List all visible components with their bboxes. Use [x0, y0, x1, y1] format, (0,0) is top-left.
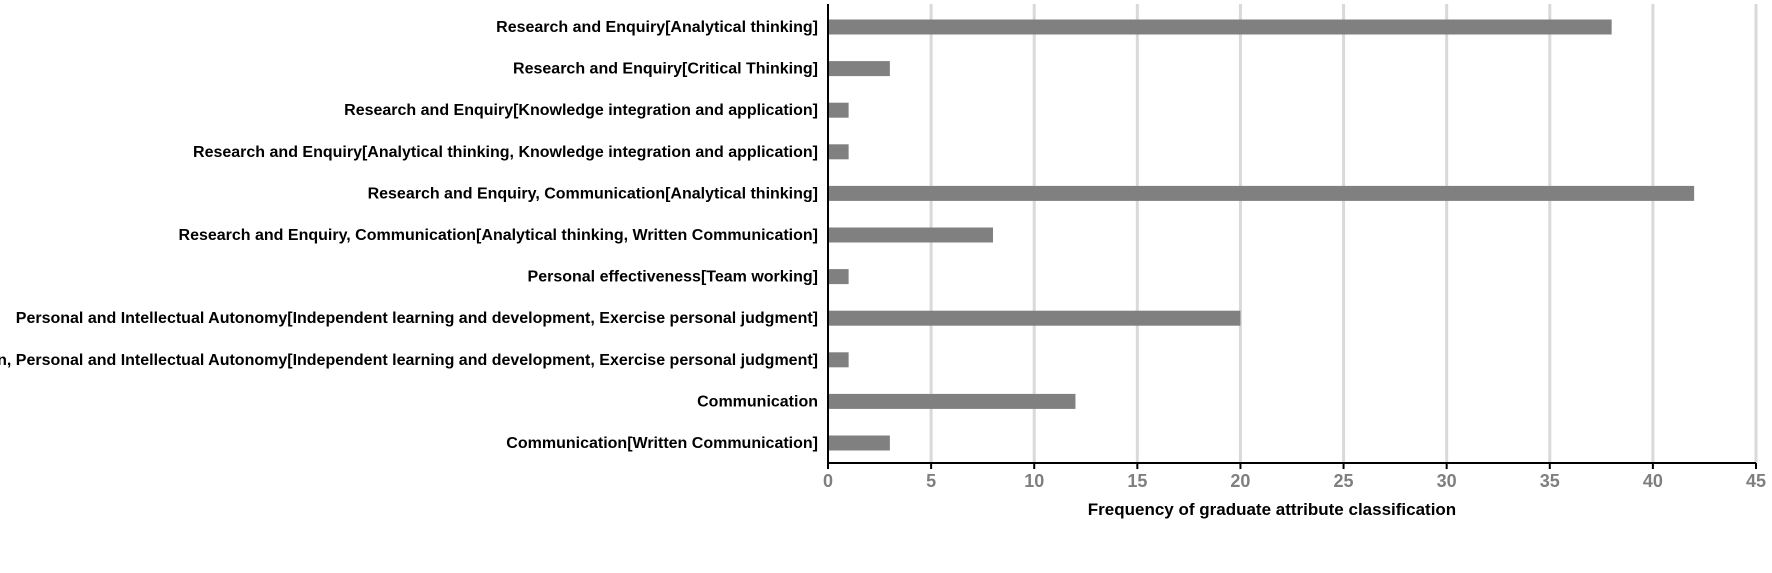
- category-label: Personal effectiveness[Team working]: [528, 269, 818, 286]
- category-label: Research and Enquiry, Communication[Anal…: [368, 185, 818, 202]
- bar: [828, 61, 890, 77]
- bar: [828, 102, 849, 118]
- x-tick-label: 35: [1540, 471, 1560, 491]
- category-label: Research and Enquiry[Critical Thinking]: [513, 61, 818, 78]
- bar: [828, 269, 849, 285]
- bar: [828, 435, 890, 451]
- bar: [828, 393, 1076, 409]
- bar: [828, 19, 1612, 35]
- x-tick-label: 5: [926, 471, 936, 491]
- x-tick-label: 30: [1437, 471, 1457, 491]
- x-axis-title: Frequency of graduate attribute classifi…: [1088, 500, 1456, 519]
- bar: [828, 144, 849, 160]
- category-label: Communication, Personal and Intellectual…: [0, 352, 818, 369]
- x-tick-label: 15: [1127, 471, 1147, 491]
- bar: [828, 352, 849, 368]
- bar: [828, 185, 1695, 201]
- x-tick-label: 25: [1334, 471, 1354, 491]
- bar: [828, 227, 993, 243]
- bars: [828, 19, 1695, 451]
- x-tick-label: 40: [1643, 471, 1663, 491]
- category-label: Communication[Written Communication]: [506, 435, 818, 452]
- bar: [828, 310, 1241, 326]
- category-label: Communication: [697, 393, 818, 410]
- category-label: Personal and Intellectual Autonomy[Indep…: [16, 310, 818, 327]
- category-labels: Research and Enquiry[Analytical thinking…: [0, 19, 818, 452]
- x-tick-label: 10: [1024, 471, 1044, 491]
- category-label: Research and Enquiry[Analytical thinking…: [193, 144, 818, 161]
- x-tick-label: 45: [1746, 471, 1766, 491]
- x-tick-labels: 0 5 10 15 20 25 30 35 40 45: [823, 463, 1766, 491]
- category-label: Research and Enquiry, Communication[Anal…: [179, 227, 818, 244]
- category-label: Research and Enquiry[Analytical thinking…: [496, 19, 818, 36]
- grid-lines: [929, 4, 1758, 463]
- x-tick-label: 0: [823, 471, 833, 491]
- x-tick-label: 20: [1230, 471, 1250, 491]
- category-label: Research and Enquiry[Knowledge integrati…: [344, 102, 818, 119]
